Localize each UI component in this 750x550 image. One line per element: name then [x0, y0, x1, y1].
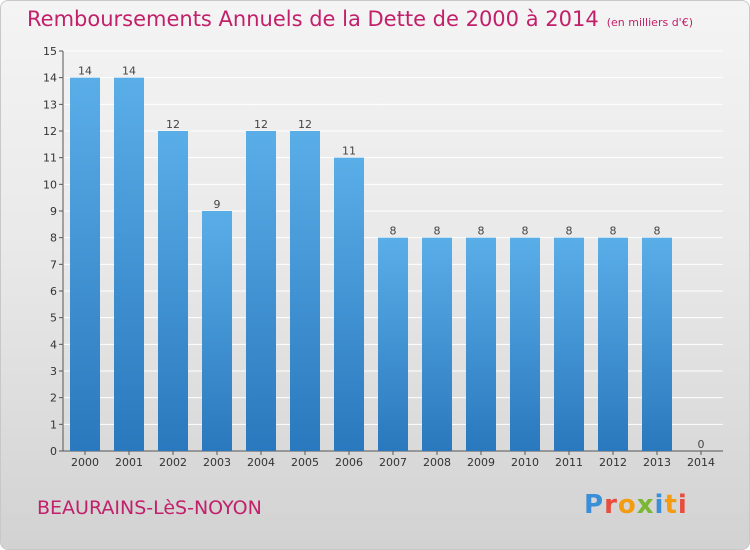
bar-2001 — [114, 77, 144, 452]
x-tick-label: 2006 — [335, 456, 363, 469]
labels: 0123456789101112131415200014200114200212… — [43, 45, 715, 469]
y-tick-label: 7 — [50, 258, 57, 271]
x-tick-label: 2011 — [555, 456, 583, 469]
commune-name: BEAURAINS-LèS-NOYON — [37, 497, 262, 519]
x-tick-label: 2000 — [71, 456, 99, 469]
y-tick-label: 5 — [50, 312, 57, 325]
y-tick-label: 3 — [50, 365, 57, 378]
y-tick-label: 2 — [50, 392, 57, 405]
y-tick-label: 9 — [50, 205, 57, 218]
value-label: 11 — [342, 145, 356, 158]
x-tick-label: 2008 — [423, 456, 451, 469]
bar-2006 — [334, 157, 364, 451]
x-tick-label: 2003 — [203, 456, 231, 469]
bar-2002 — [158, 131, 188, 451]
x-tick-label: 2004 — [247, 456, 275, 469]
value-label: 12 — [298, 118, 312, 131]
x-tick-label: 2005 — [291, 456, 319, 469]
value-label: 8 — [610, 225, 617, 238]
y-tick-label: 1 — [50, 418, 57, 431]
y-tick-label: 8 — [50, 232, 57, 245]
bar-2013 — [642, 237, 672, 451]
y-tick-label: 15 — [43, 45, 57, 58]
y-tick-label: 0 — [50, 445, 57, 458]
y-tick-label: 10 — [43, 178, 57, 191]
x-tick-label: 2014 — [687, 456, 715, 469]
chart-subtitle: (en milliers d'€) — [606, 16, 693, 29]
value-label: 8 — [478, 225, 485, 238]
y-tick-label: 13 — [43, 98, 57, 111]
value-label: 8 — [654, 225, 661, 238]
y-tick-label: 4 — [50, 338, 57, 351]
bar-2000 — [70, 77, 100, 452]
bars — [70, 77, 672, 452]
bar-2011 — [554, 237, 584, 451]
value-label: 8 — [522, 225, 529, 238]
y-tick-label: 11 — [43, 152, 57, 165]
value-label: 14 — [78, 65, 92, 78]
value-label: 0 — [698, 438, 705, 451]
value-label: 12 — [254, 118, 268, 131]
value-label: 14 — [122, 65, 136, 78]
value-label: 9 — [214, 198, 221, 211]
bar-2005 — [290, 131, 320, 451]
y-tick-label: 14 — [43, 72, 57, 85]
bar-2010 — [510, 237, 540, 451]
value-label: 8 — [566, 225, 573, 238]
bar-2004 — [246, 131, 276, 451]
proxiti-logo: Proxiti — [584, 490, 688, 520]
x-tick-label: 2012 — [599, 456, 627, 469]
bar-2003 — [202, 211, 232, 451]
x-tick-label: 2001 — [115, 456, 143, 469]
x-tick-label: 2002 — [159, 456, 187, 469]
x-tick-label: 2007 — [379, 456, 407, 469]
x-tick-label: 2010 — [511, 456, 539, 469]
x-tick-label: 2009 — [467, 456, 495, 469]
value-label: 8 — [390, 225, 397, 238]
bar-2012 — [598, 237, 628, 451]
y-tick-label: 12 — [43, 125, 57, 138]
y-tick-label: 6 — [50, 285, 57, 298]
value-label: 8 — [434, 225, 441, 238]
value-label: 12 — [166, 118, 180, 131]
bar-2007 — [378, 237, 408, 451]
x-tick-label: 2013 — [643, 456, 671, 469]
bar-2008 — [422, 237, 452, 451]
bar-2009 — [466, 237, 496, 451]
chart-title: Remboursements Annuels de la Dette de 20… — [27, 7, 693, 31]
